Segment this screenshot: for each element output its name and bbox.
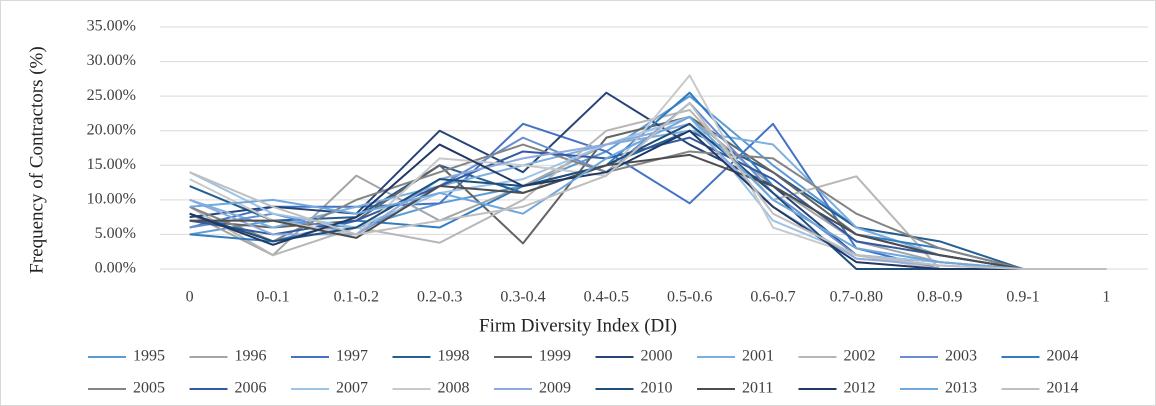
legend-label: 2014: [1047, 380, 1079, 397]
legend-label: 2011: [742, 380, 773, 397]
legend-label: 2002: [844, 348, 876, 365]
legend-label: 2003: [945, 348, 977, 365]
x-tick-label: 0.8-0.9: [917, 289, 962, 306]
legend-label: 1995: [133, 348, 165, 365]
legend-label: 2007: [336, 380, 368, 397]
y-tick-label: 15.00%: [87, 156, 136, 173]
legend-label: 2013: [945, 380, 977, 397]
legend-label: 2005: [133, 380, 165, 397]
legend-label: 1996: [235, 348, 267, 365]
y-tick-label: 20.00%: [87, 121, 136, 138]
legend-label: 2012: [844, 380, 876, 397]
y-tick-label: 35.00%: [87, 18, 136, 35]
x-tick-label: 1: [1102, 289, 1110, 306]
y-tick-label: 0.00%: [95, 260, 136, 277]
legend-label: 1997: [336, 348, 368, 365]
y-axis-title: Frequency of Contractors (%): [26, 46, 47, 273]
y-tick-label: 25.00%: [87, 87, 136, 104]
x-tick-label: 0.5-0.6: [667, 289, 712, 306]
legend-label: 2009: [539, 380, 571, 397]
legend-label: 1998: [438, 348, 470, 365]
series-line: [189, 129, 1107, 270]
x-tick-label: 0: [186, 289, 194, 306]
series-line: [189, 115, 1107, 270]
series-line: [189, 102, 1107, 270]
y-tick-label: 30.00%: [87, 52, 136, 69]
x-tick-label: 0.6-0.7: [750, 289, 795, 306]
x-tick-label: 0.1-0.2: [334, 289, 379, 306]
legend-label: 2008: [438, 380, 470, 397]
legend-label: 2001: [742, 348, 774, 365]
x-tick-label: 0.3-0.4: [500, 289, 545, 306]
series-line: [189, 153, 1107, 270]
x-tick-label: 0-0.1: [256, 289, 289, 306]
x-axis-title: Firm Diversity Index (DI): [479, 315, 677, 336]
x-tick-label: 0.9-1: [1006, 289, 1039, 306]
legend-label: 2000: [641, 348, 673, 365]
x-tick-label: 0.2-0.3: [417, 289, 462, 306]
legend-label: 2010: [641, 380, 673, 397]
y-tick-label: 5.00%: [95, 225, 136, 242]
x-tick-label: 0.4-0.5: [584, 289, 629, 306]
x-tick-label: 0.7-0.80: [830, 289, 883, 306]
legend-label: 2004: [1047, 348, 1079, 365]
legend-label: 1999: [539, 348, 571, 365]
legend-label: 2006: [235, 380, 267, 397]
series-line: [189, 143, 1107, 270]
y-tick-label: 10.00%: [87, 191, 136, 208]
